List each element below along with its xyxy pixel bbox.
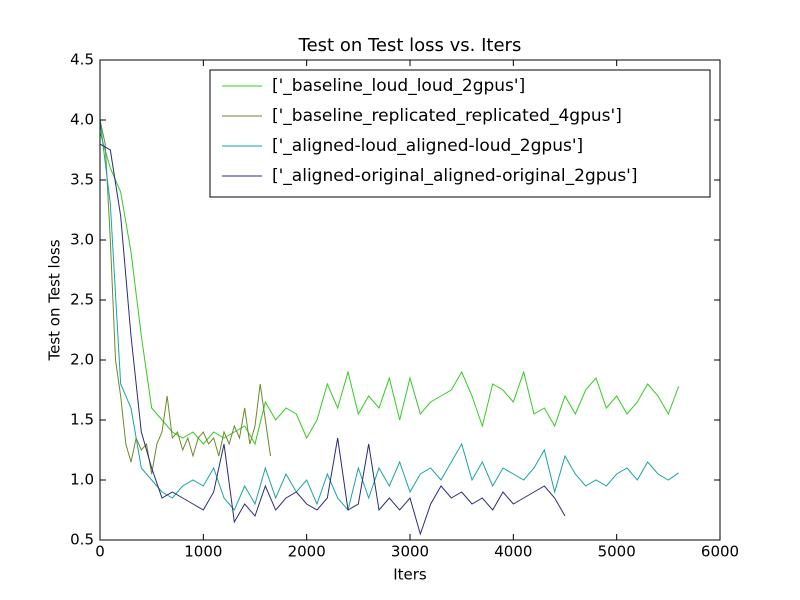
y-tick-label: 4.5 <box>70 51 94 69</box>
y-tick-label: 3.0 <box>70 231 94 249</box>
x-tick-label: 3000 <box>391 543 429 561</box>
y-tick-label: 1.0 <box>70 471 94 489</box>
y-tick-label: 4.0 <box>70 111 94 129</box>
x-tick-label: 6000 <box>701 543 739 561</box>
y-axis-label: Test on Test loss <box>46 239 64 361</box>
legend-box <box>209 69 711 198</box>
x-tick-label: 2000 <box>288 543 326 561</box>
x-tick-label: 5000 <box>598 543 636 561</box>
x-tick-label: 0 <box>95 543 105 561</box>
y-tick-label: 2.5 <box>70 291 94 309</box>
legend-label: ['_baseline_replicated_replicated_4gpus'… <box>272 106 622 126</box>
series-line <box>100 119 679 512</box>
legend-label: ['_aligned-loud_aligned-loud_2gpus'] <box>272 136 583 156</box>
legend-label: ['_aligned-original_aligned-original_2gp… <box>272 166 637 186</box>
series-line <box>100 143 566 536</box>
chart-title: Test on Test loss vs. Iters <box>298 35 522 56</box>
x-tick-label: 1000 <box>184 543 222 561</box>
y-tick-label: 1.5 <box>70 411 94 429</box>
series-line <box>100 131 680 446</box>
x-axis-label: Iters <box>393 566 427 584</box>
y-tick-label: 2.0 <box>70 351 94 369</box>
y-tick-label: 0.5 <box>70 531 94 549</box>
x-tick-label: 4000 <box>494 543 532 561</box>
series-line <box>100 119 271 475</box>
legend-label: ['_baseline_loud_loud_2gpus'] <box>272 76 525 96</box>
y-tick-label: 3.5 <box>70 171 94 189</box>
